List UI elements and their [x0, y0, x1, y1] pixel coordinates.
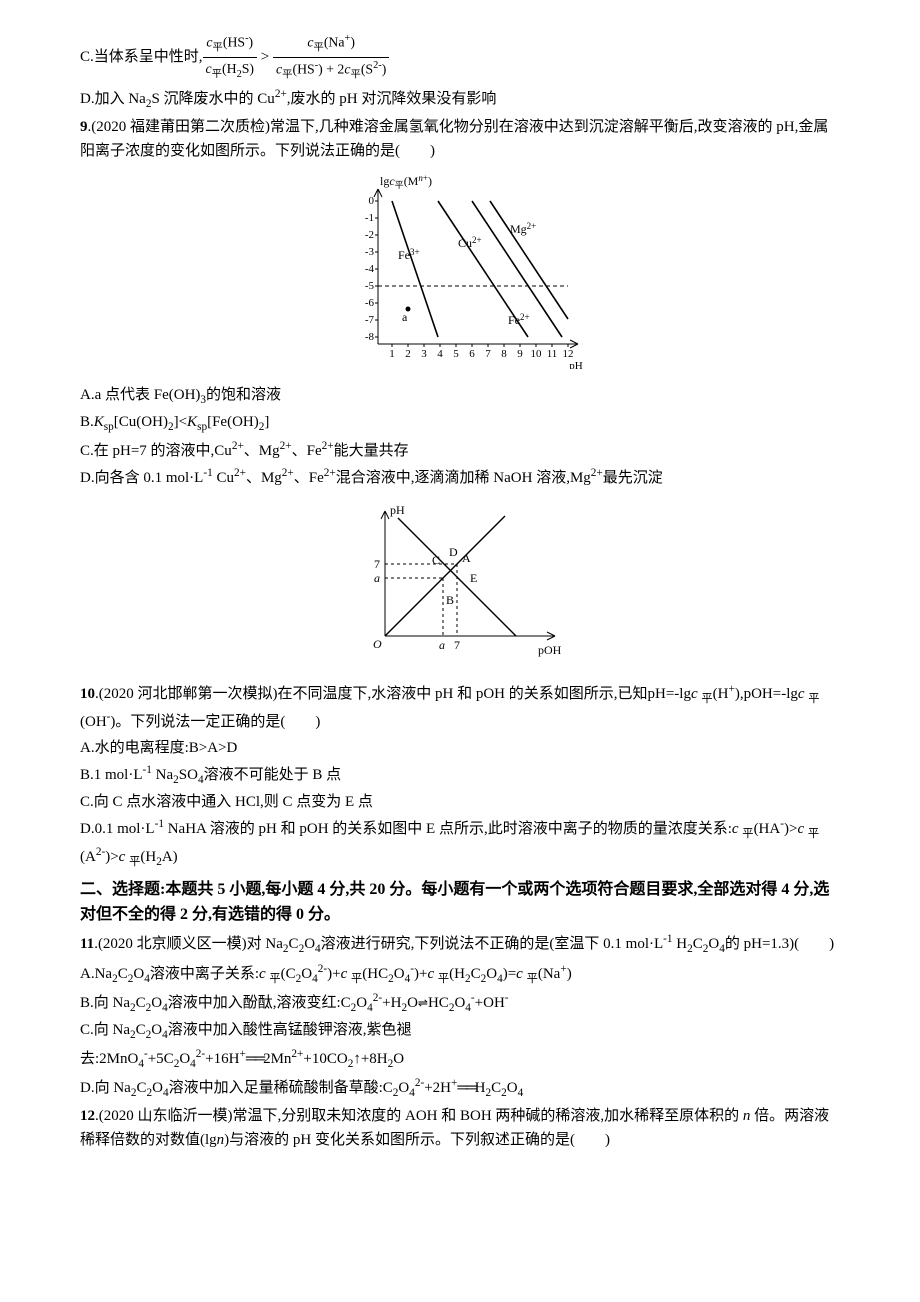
q10-optD: D.0.1 mol·L-1 NaHA 溶液的 pH 和 pOH 的关系如图中 E…	[80, 815, 840, 871]
svg-text:-4: -4	[365, 263, 375, 275]
q11-optA: A.Na2C2O4溶液中离子关系:c 平(C2O42-)+c 平(HC2O4-)…	[80, 960, 840, 988]
q10-optA: A.水的电离程度:B>A>D	[80, 736, 840, 760]
q11-stem: 11.(2020 北京顺义区一模)对 Na2C2O4溶液进行研究,下列说法不正确…	[80, 930, 840, 958]
svg-text:1: 1	[389, 348, 395, 360]
svg-text:7: 7	[374, 557, 380, 571]
svg-text:B: B	[446, 593, 454, 607]
svg-text:-5: -5	[365, 280, 375, 292]
chart2: pH pOH O A B C D E 7 a a 7	[80, 496, 840, 674]
chart1: 0 -1 -2 -3 -4 -5 -6 -7 -8 123 456 789 10…	[80, 169, 840, 377]
svg-text:lgc平(Mn+): lgc平(Mn+)	[380, 173, 432, 190]
q11-text: .(2020 北京顺义区一模)对 Na2C2O4溶液进行研究,下列说法不正确的是…	[94, 936, 834, 952]
svg-text:Fe3+: Fe3+	[398, 247, 420, 262]
svg-text:pH: pH	[390, 503, 405, 517]
svg-text:C: C	[432, 553, 440, 567]
q9-num: 9	[80, 119, 88, 135]
q11-num: 11	[80, 936, 94, 952]
frac2: c平(Na+) c平(HS-) + 2c平(S2-)	[273, 31, 389, 84]
svg-text:E: E	[470, 571, 477, 585]
svg-text:7: 7	[454, 638, 460, 652]
q12-num: 12	[80, 1108, 95, 1124]
svg-text:12: 12	[563, 348, 574, 360]
svg-text:-1: -1	[365, 212, 374, 224]
svg-text:a: a	[402, 310, 408, 324]
q10-optB: B.1 mol·L-1 Na2SO4溶液不可能处于 B 点	[80, 761, 840, 789]
svg-text:a: a	[439, 638, 445, 652]
svg-text:Mg2+: Mg2+	[510, 221, 536, 236]
svg-text:4: 4	[437, 348, 443, 360]
q10-stem: 10.(2020 河北邯郸第一次模拟)在不同温度下,水溶液中 pH 和 pOH …	[80, 680, 840, 734]
frac1: c平(HS-) c平(H2S)	[203, 31, 258, 83]
q9-text: .(2020 福建莆田第二次质检)常温下,几种难溶金属氢氧化物分别在溶液中达到沉…	[80, 119, 828, 159]
svg-text:9: 9	[517, 348, 523, 360]
frac1-num: c平(HS-)	[203, 31, 258, 58]
svg-text:2: 2	[405, 348, 411, 360]
prev-option-c: C.当体系呈中性时, c平(HS-) c平(H2S) > c平(Na+) c平(…	[80, 31, 840, 84]
svg-text:-7: -7	[365, 314, 375, 326]
svg-text:O: O	[373, 637, 382, 651]
svg-text:8: 8	[501, 348, 507, 360]
q10-num: 10	[80, 686, 95, 702]
svg-text:Cu2+: Cu2+	[458, 235, 482, 250]
svg-text:pOH: pOH	[538, 643, 562, 657]
q9-optB: B.Ksp[Cu(OH)2]<Ksp[Fe(OH)2]	[80, 410, 840, 436]
q9-optA: A.a 点代表 Fe(OH)3的饱和溶液	[80, 383, 840, 409]
q11-optC-pre: C.向 Na2C2O4溶液中加入酸性高锰酸钾溶液,紫色褪	[80, 1018, 840, 1044]
svg-text:10: 10	[531, 348, 543, 360]
chart2-svg: pH pOH O A B C D E 7 a a 7	[350, 496, 570, 666]
q11-optD: D.向 Na2C2O4溶液中加入足量稀硫酸制备草酸:C2O42-+2H+══H2…	[80, 1074, 840, 1102]
svg-text:5: 5	[453, 348, 459, 360]
frac2-num: c平(Na+)	[273, 31, 389, 58]
svg-text:-2: -2	[365, 229, 374, 241]
gt: >	[261, 49, 273, 65]
svg-text:pH: pH	[569, 360, 583, 369]
q9-optD: D.向各含 0.1 mol·L-1 Cu2+、Mg2+、Fe2+混合溶液中,逐滴…	[80, 464, 840, 490]
svg-text:-3: -3	[365, 246, 375, 258]
svg-text:A: A	[462, 551, 471, 565]
q12-stem: 12.(2020 山东临沂一模)常温下,分别取未知浓度的 AOH 和 BOH 两…	[80, 1104, 840, 1152]
frac1-den: c平(H2S)	[203, 58, 258, 83]
q10-text: .(2020 河北邯郸第一次模拟)在不同温度下,水溶液中 pH 和 pOH 的关…	[80, 686, 820, 730]
svg-text:0: 0	[369, 195, 375, 207]
q11-optC-eq: 去:2MnO4-+5C2O42-+16H+══2Mn2++10CO2↑+8H2O	[80, 1045, 840, 1073]
q12-text: .(2020 山东临沂一模)常温下,分别取未知浓度的 AOH 和 BOH 两种碱…	[80, 1108, 829, 1148]
q9-optC: C.在 pH=7 的溶液中,Cu2+、Mg2+、Fe2+能大量共存	[80, 437, 840, 463]
q9-stem: 9.(2020 福建莆田第二次质检)常温下,几种难溶金属氢氧化物分别在溶液中达到…	[80, 115, 840, 163]
optc-prefix: C.当体系呈中性时,	[80, 49, 203, 65]
svg-text:-8: -8	[365, 331, 375, 343]
svg-text:-6: -6	[365, 297, 375, 309]
svg-text:Fe2+: Fe2+	[508, 312, 530, 327]
svg-text:a: a	[374, 571, 380, 585]
q10-optC: C.向 C 点水溶液中通入 HCl,则 C 点变为 E 点	[80, 790, 840, 814]
frac2-den: c平(HS-) + 2c平(S2-)	[273, 58, 389, 84]
prev-option-d: D.加入 Na2S 沉降废水中的 Cu2+,废水的 pH 对沉降效果没有影响	[80, 85, 840, 113]
svg-text:6: 6	[469, 348, 475, 360]
section2-head: 二、选择题:本题共 5 小题,每小题 4 分,共 20 分。每小题有一个或两个选…	[80, 877, 840, 928]
q11-optB: B.向 Na2C2O4溶液中加入酚酞,溶液变红:C2O42-+H2O⇌HC2O4…	[80, 989, 840, 1017]
chart1-svg: 0 -1 -2 -3 -4 -5 -6 -7 -8 123 456 789 10…	[330, 169, 590, 369]
svg-text:D: D	[449, 545, 458, 559]
svg-text:7: 7	[485, 348, 491, 360]
svg-text:11: 11	[547, 348, 558, 360]
svg-text:3: 3	[421, 348, 427, 360]
